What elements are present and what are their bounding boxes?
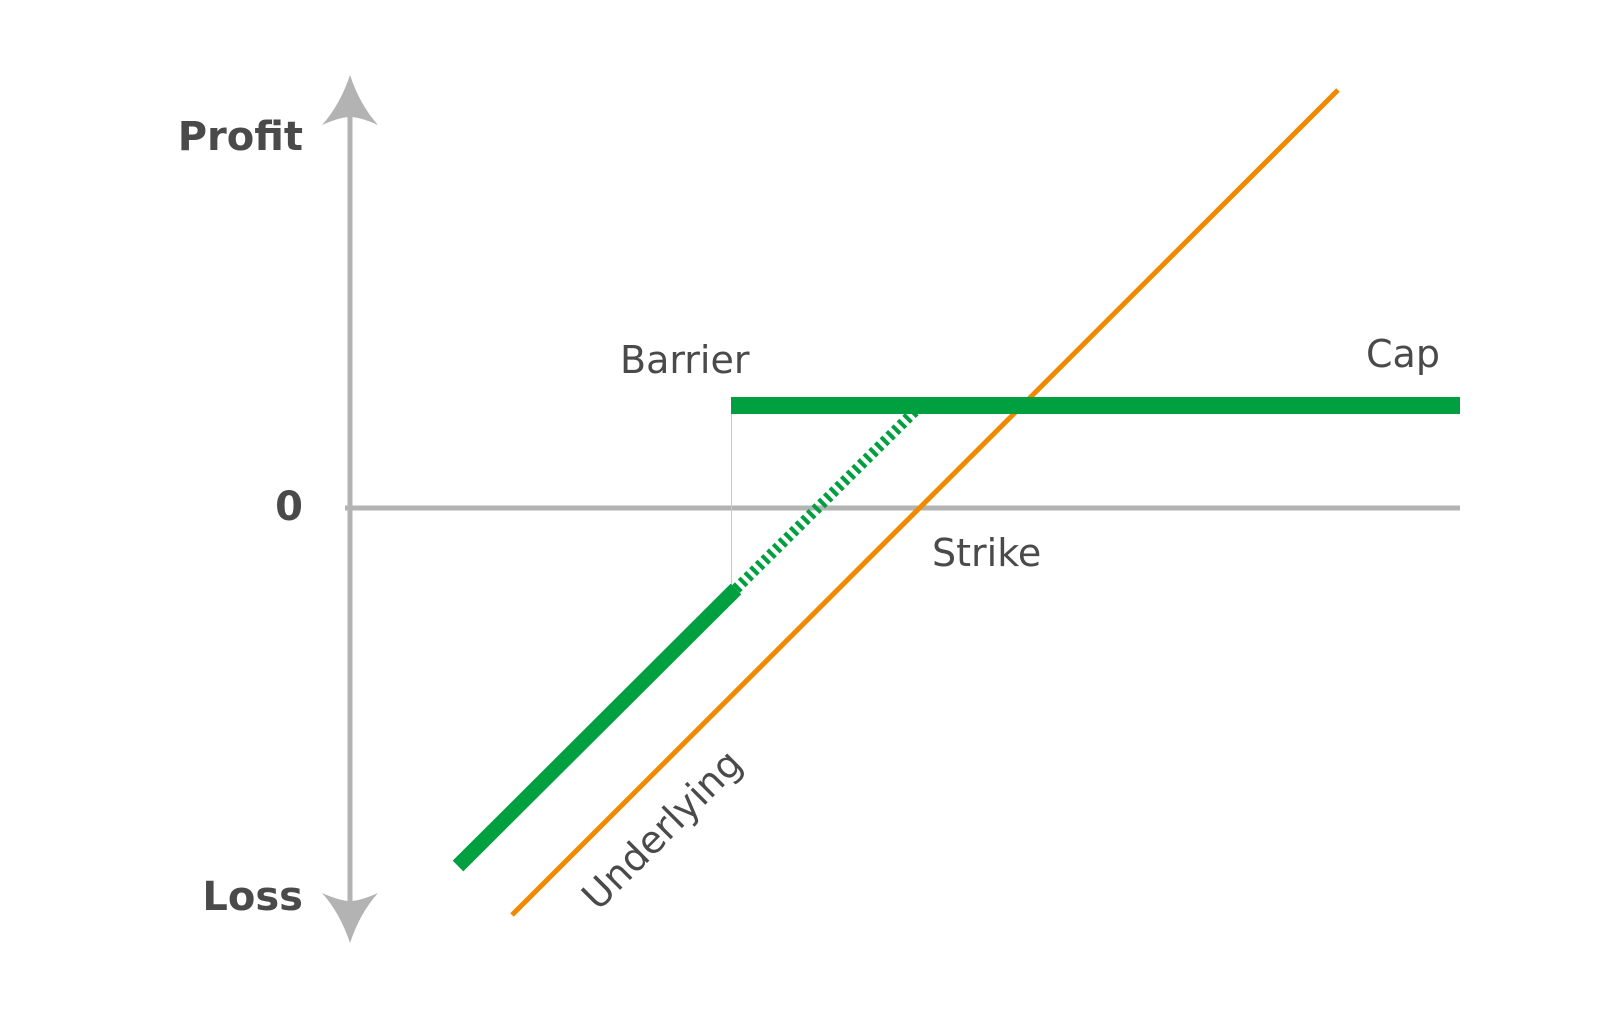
barrier-label: Barrier <box>620 338 750 382</box>
loss-label: Loss <box>202 874 303 920</box>
arrow-down-icon <box>322 893 378 943</box>
underlying-line <box>510 88 1340 917</box>
product-dashed-segment <box>732 406 920 593</box>
profit-label: Profit <box>178 114 303 160</box>
product-loss-line <box>452 583 742 872</box>
zero-label: 0 <box>275 484 303 530</box>
cap-label: Cap <box>1366 332 1440 376</box>
arrow-up-icon <box>322 75 378 125</box>
strike-label: Strike <box>932 531 1041 575</box>
